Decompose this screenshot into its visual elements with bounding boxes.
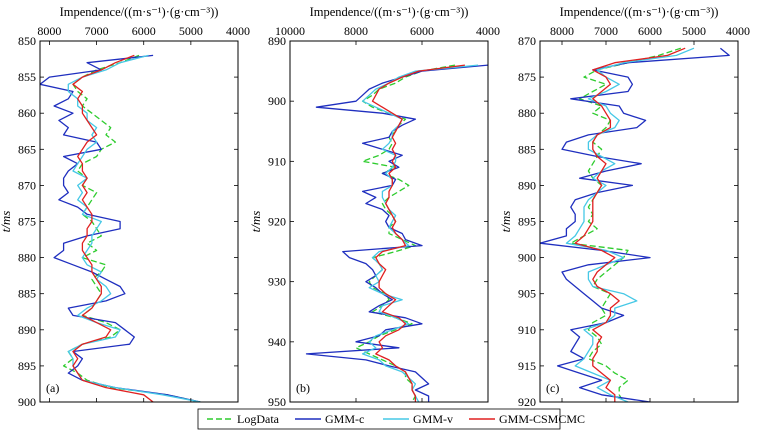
x-tick-label: 8000: [37, 24, 61, 38]
series-gmm-c: [540, 47, 730, 402]
y-tick-label: 895: [18, 359, 36, 373]
y-tick-label: 940: [268, 335, 286, 349]
y-tick-label: 855: [18, 70, 36, 84]
panel-2: 10000 8000 6000 4000 890 900 910 920 930 940 950 Im…: [248, 5, 500, 409]
y-tick-label: 900: [518, 251, 536, 265]
y-tick-label: 890: [268, 34, 286, 48]
x-axis-title: Impendence/((m·s⁻¹)·(g·cm⁻³)): [310, 5, 469, 19]
panel-label: (b): [296, 381, 310, 395]
y-tick-label: 900: [18, 395, 36, 409]
series-logdata: [355, 64, 456, 402]
panel-label: (c): [546, 381, 559, 395]
plot-frame: [39, 40, 239, 403]
y-axis-title: t/ms: [498, 211, 513, 233]
panel-label: (a): [46, 381, 59, 395]
series-logdata: [570, 47, 682, 402]
legend-box: [197, 408, 561, 430]
x-tick-label: 7000: [594, 24, 618, 38]
y-tick-label: 860: [18, 106, 36, 120]
x-tick-label: 4000: [226, 24, 250, 38]
y-tick-label: 905: [518, 287, 536, 301]
y-axis-title: t/ms: [0, 211, 13, 233]
y-tick-label: 900: [268, 94, 286, 108]
y-tick-label: 865: [18, 142, 36, 156]
series-gmm-v: [565, 47, 695, 402]
y-axis-title: t/ms: [248, 211, 263, 233]
plot-frame: [539, 40, 739, 403]
y-tick-label: 875: [18, 215, 36, 229]
y-tick-label: 910: [518, 323, 536, 337]
y-tick-label: 915: [518, 359, 536, 373]
panel-3: 8000 7000 6000 5000 4000 870 875 880 885 890 895 90…: [498, 5, 750, 409]
y-tick-label: 910: [268, 154, 286, 168]
y-tick-label: 890: [518, 178, 536, 192]
y-tick-label: 920: [518, 395, 536, 409]
x-tick-label: 10000: [275, 24, 305, 38]
y-tick-label: 880: [18, 251, 36, 265]
x-tick-label: 5000: [682, 24, 706, 38]
x-tick-label: 5000: [179, 24, 203, 38]
series-gmm-v: [361, 64, 479, 402]
y-tick-label: 850: [18, 34, 36, 48]
y-tick-label: 950: [268, 395, 286, 409]
x-tick-label: 8000: [344, 24, 368, 38]
legend-label-gmm-v: GMM-v: [413, 412, 453, 426]
legend-label-gmm-csmcmc: GMM-CSMCMC: [499, 412, 585, 426]
series-gmm-csmcmc: [371, 64, 465, 402]
series-gmm-c: [305, 64, 488, 402]
y-tick-label: 875: [518, 70, 536, 84]
x-tick-label: 8000: [550, 24, 574, 38]
legend-label-logdata: LogData: [237, 412, 280, 426]
x-tick-label: 6000: [410, 24, 434, 38]
x-tick-label: 7000: [85, 24, 109, 38]
legend-label-gmm-c: GMM-c: [325, 412, 364, 426]
y-tick-label: 870: [518, 34, 536, 48]
y-tick-label: 890: [18, 323, 36, 337]
y-tick-label: 895: [518, 215, 536, 229]
panel-1: 8000 7000 6000 5000 4000 850 855 860 865 870 875 88…: [0, 5, 250, 409]
y-tick-label: 880: [518, 106, 536, 120]
x-tick-label: 6000: [132, 24, 156, 38]
x-axis-title: Impendence/((m·s⁻¹)·(g·cm⁻³)): [60, 5, 219, 19]
series-gmm-c: [40, 54, 201, 402]
y-tick-label: 885: [518, 142, 536, 156]
y-tick-label: 885: [18, 287, 36, 301]
series-gmm-csmcmc: [72, 54, 154, 402]
legend: LogData GMM-c GMM-v GMM-CSMCMC: [197, 408, 585, 430]
series-gmm-csmcmc: [574, 47, 686, 402]
y-tick-label: 920: [268, 215, 286, 229]
x-tick-label: 4000: [726, 24, 750, 38]
x-axis-title: Impendence/((m·s⁻¹)·(g·cm⁻³)): [560, 5, 719, 19]
x-tick-label: 6000: [638, 24, 662, 38]
x-tick-label: 4000: [476, 24, 500, 38]
y-tick-label: 870: [18, 178, 36, 192]
y-tick-label: 930: [268, 275, 286, 289]
